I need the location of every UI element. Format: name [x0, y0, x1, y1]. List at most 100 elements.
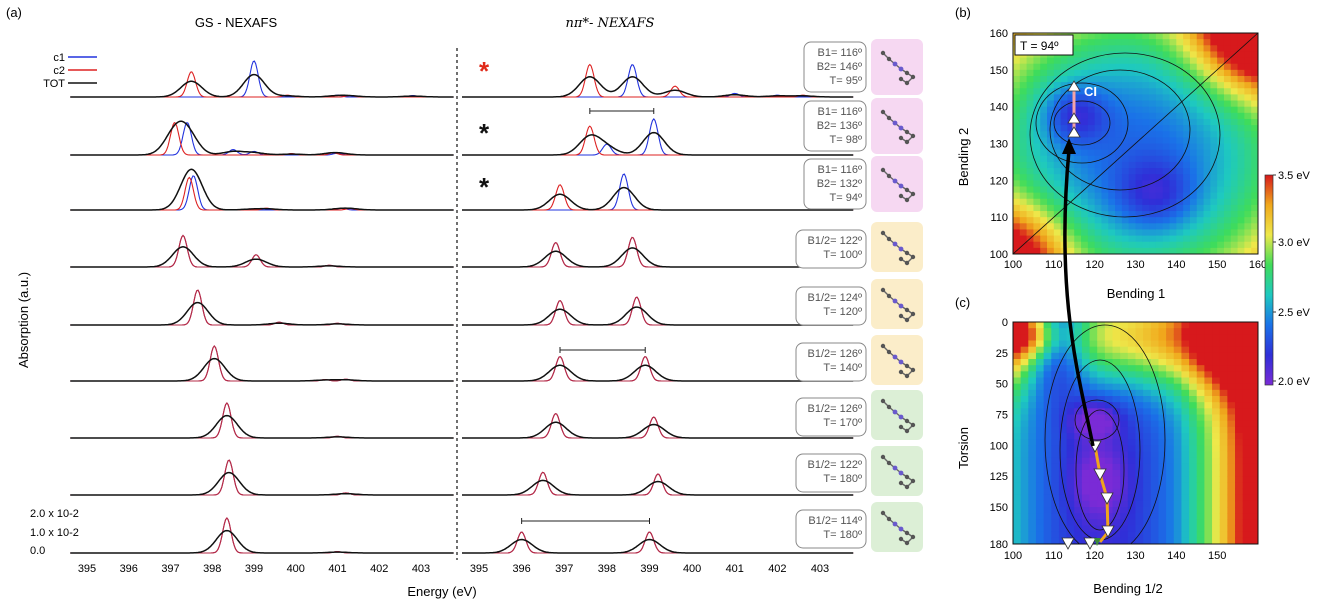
heatmap-cell — [1217, 118, 1225, 126]
heatmap-cell — [1074, 451, 1083, 459]
heatmap-cell — [1223, 211, 1232, 218]
heatmap-cell — [1166, 340, 1175, 348]
heatmap-cell — [1087, 223, 1096, 231]
heatmap-cell — [1053, 82, 1062, 89]
heatmap-cell — [1250, 470, 1258, 477]
heatmap-cell — [1158, 377, 1167, 385]
heatmap-cell — [1043, 414, 1052, 422]
molecule-atom — [892, 298, 898, 304]
heatmap-cell — [1135, 241, 1143, 249]
heatmap-cell — [1043, 513, 1052, 520]
heatmap-cell — [1251, 57, 1258, 65]
heatmap-cell — [1217, 100, 1225, 108]
heatmap-cell — [1127, 322, 1137, 329]
heatmap-cell — [1251, 112, 1258, 120]
heatmap-cell — [1013, 217, 1021, 224]
heatmap-cell — [1043, 537, 1052, 544]
heatmap-cell — [1142, 33, 1150, 40]
heatmap-cell — [1053, 217, 1062, 224]
heatmap-cell — [1066, 340, 1075, 348]
heatmap-cell — [1081, 204, 1089, 212]
heatmap-cell — [1251, 118, 1258, 126]
heatmap-cell — [1143, 334, 1152, 342]
heatmap-cell — [1250, 389, 1258, 397]
heatmap-cell — [1020, 371, 1029, 379]
heatmap-cell — [1120, 359, 1129, 366]
heatmap-cell — [1104, 396, 1114, 403]
heatmap-cell — [1158, 371, 1167, 379]
heatmap-cell — [1219, 414, 1228, 422]
heatmap-cell — [1043, 476, 1052, 483]
heatmap-cell — [1242, 433, 1251, 440]
heatmap-cell — [1128, 192, 1137, 200]
heatmap-cell — [1013, 513, 1022, 520]
heatmap-cell — [1135, 82, 1143, 89]
heatmap-cell — [1013, 63, 1021, 71]
heatmap-cell — [1219, 463, 1228, 471]
heatmap-cell — [1169, 118, 1177, 126]
heatmap-cell — [1189, 433, 1198, 440]
heatmap-cell — [1028, 470, 1037, 477]
geometry-box — [795, 509, 867, 549]
geometry-text: T= 94º — [830, 192, 862, 204]
heatmap-cell — [1244, 168, 1252, 175]
y-tick-label: 130 — [990, 139, 1008, 151]
heatmap-cell — [1033, 149, 1041, 157]
heatmap-cell — [1035, 445, 1045, 453]
heatmap-cell — [1150, 346, 1160, 354]
heatmap-cell — [1135, 137, 1143, 145]
connector-path — [1063, 149, 1095, 447]
heatmap-cell — [1203, 235, 1211, 243]
heatmap-cell — [1162, 51, 1171, 59]
heatmap-cell — [1066, 420, 1075, 428]
heatmap-cell — [1189, 402, 1198, 409]
heatmap-cell — [1128, 94, 1137, 102]
heatmap-cell — [1149, 217, 1157, 224]
geometry-text: B1/2= 126º — [808, 348, 862, 360]
colorbar-label: 3.0 eV — [1278, 237, 1310, 249]
heatmap-cell — [1066, 359, 1075, 366]
heatmap-cell — [1120, 334, 1129, 342]
heatmap-cell — [1087, 137, 1096, 145]
heatmap-cell — [1074, 322, 1083, 329]
heatmap-cell — [1181, 352, 1190, 360]
x-tick-label: 403 — [412, 563, 430, 575]
heatmap-cell — [1251, 51, 1258, 59]
heatmap-cell — [1104, 346, 1114, 354]
heatmap-cell — [1217, 223, 1225, 231]
heatmap-cell — [1235, 457, 1244, 465]
heatmap-cell — [1181, 445, 1190, 453]
heatmap-cell — [1043, 383, 1052, 391]
heatmap-cell — [1204, 352, 1213, 360]
heatmap-cell — [1166, 451, 1175, 459]
heatmap-cell — [1074, 328, 1083, 335]
heatmap-cell — [1237, 217, 1245, 224]
heatmap-cell — [1028, 365, 1037, 372]
heatmap-cell — [1028, 371, 1037, 379]
heatmap-cell — [1235, 470, 1244, 477]
heatmap-cell — [1251, 106, 1258, 114]
heatmap-cell — [1028, 507, 1037, 514]
bending12-axis-label: Bending 1/2 — [1093, 581, 1162, 596]
heatmap-cell — [1162, 125, 1171, 132]
heatmap-cell — [1155, 241, 1164, 249]
heatmap-cell — [1035, 322, 1045, 329]
contour-line — [1035, 82, 1129, 164]
heatmap-cell — [1227, 328, 1236, 335]
tot-curve — [70, 246, 454, 268]
heatmap-cell — [1227, 513, 1236, 520]
heatmap-cell — [1250, 519, 1258, 527]
heatmap-cell — [1020, 328, 1029, 335]
tot-curve — [462, 131, 854, 156]
heatmap-cell — [1189, 229, 1198, 237]
heatmap-cell — [1047, 82, 1055, 89]
heatmap-cell — [1210, 229, 1218, 237]
heatmap-cell — [1223, 69, 1232, 77]
heatmap-cell — [1204, 439, 1213, 446]
heatmap-cell — [1043, 371, 1052, 379]
heatmap-cell — [1135, 476, 1144, 483]
heatmap-cell — [1013, 155, 1021, 163]
heatmap-cell — [1227, 457, 1236, 465]
heatmap-cell — [1173, 328, 1183, 335]
heatmap-cell — [1058, 445, 1068, 453]
